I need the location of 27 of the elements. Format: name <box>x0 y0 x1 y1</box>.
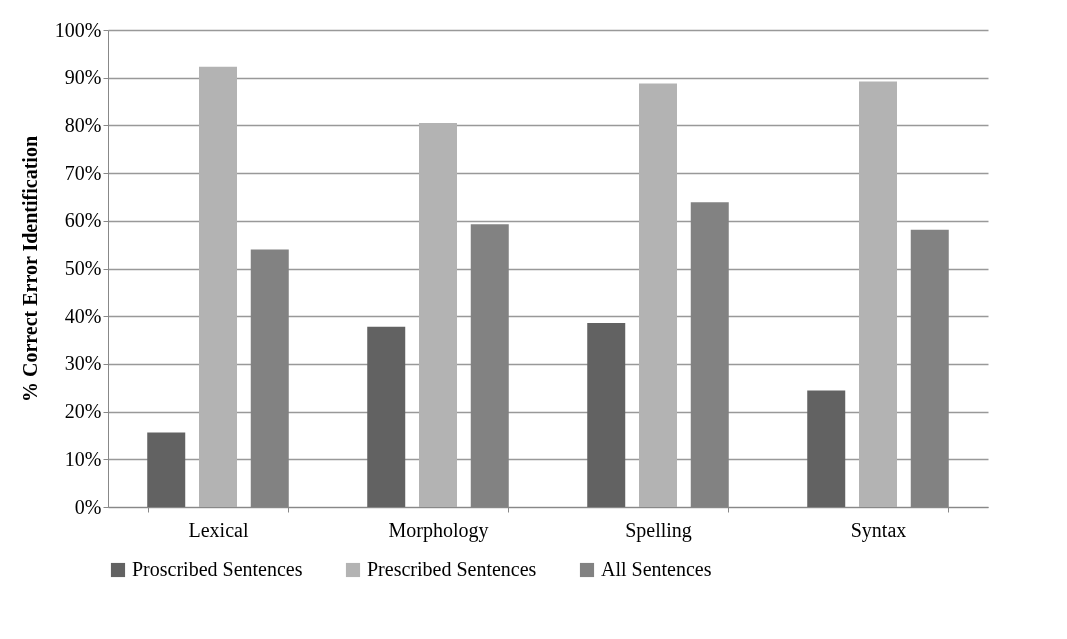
bar <box>199 66 237 507</box>
y-axis-title: % Correct Error Identification <box>18 135 41 403</box>
y-tick-label: 80% <box>64 113 102 136</box>
y-tick-label: 90% <box>64 66 102 89</box>
legend-label: Prescribed Sentences <box>367 558 537 580</box>
legend-label: All Sentences <box>601 558 712 580</box>
y-tick-label: 0% <box>74 495 102 518</box>
bar <box>419 123 457 507</box>
y-tick-label: 20% <box>64 400 102 423</box>
bar <box>587 322 626 507</box>
y-tick-label: 30% <box>64 352 102 375</box>
y-tick-label: 70% <box>64 161 102 184</box>
x-tick-label: Lexical <box>188 518 249 541</box>
y-tick-label: 60% <box>64 209 102 232</box>
y-tick-label: 50% <box>64 257 102 279</box>
bar <box>859 81 897 507</box>
x-tick-label: Syntax <box>850 518 907 542</box>
bar <box>147 432 186 507</box>
bar <box>807 390 846 507</box>
bar <box>367 326 406 507</box>
legend-label: Proscribed Sentences <box>132 558 303 580</box>
x-tick-label: Morphology <box>388 518 489 542</box>
y-tick-label: 40% <box>64 304 102 327</box>
y-tick-label: 100% <box>54 18 102 41</box>
bar <box>639 83 677 507</box>
y-tick-label: 10% <box>64 447 102 470</box>
x-tick-label: Spelling <box>625 518 692 542</box>
